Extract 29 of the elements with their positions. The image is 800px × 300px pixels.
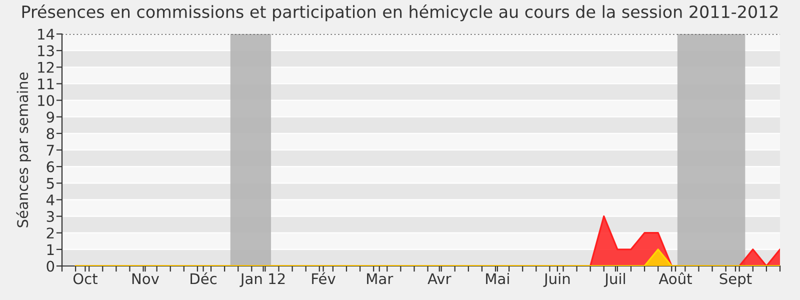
y-tick-label: 6 xyxy=(46,161,54,172)
y-axis-title: Séances par semaine xyxy=(16,72,31,228)
x-tick-label: Fév xyxy=(312,272,336,284)
y-tick-label: 10 xyxy=(38,95,54,106)
y-tick-label: 7 xyxy=(46,144,54,156)
y-tick-label: 1 xyxy=(47,244,54,255)
y-tick-label: 0 xyxy=(46,260,54,272)
y-tick-label: 9 xyxy=(46,112,54,123)
x-tick-label: Juil xyxy=(604,272,625,287)
y-tick-label: 11 xyxy=(38,78,54,90)
y-tick-label: 5 xyxy=(46,178,54,189)
x-tick-label: Août xyxy=(658,272,692,284)
x-tick-label: Mar xyxy=(367,273,394,284)
y-tick-label: 13 xyxy=(38,45,54,56)
y-tick-label: 14 xyxy=(38,28,54,40)
y-tick-label: 3 xyxy=(46,211,54,222)
x-tick-label: Oct xyxy=(73,273,98,284)
x-tick-label: Sept xyxy=(720,273,752,288)
x-tick-label: Juin xyxy=(543,272,570,287)
x-tick-label: Avr xyxy=(428,273,452,284)
x-tick-label: Mai xyxy=(486,272,509,284)
x-tick-label: Nov xyxy=(132,273,160,284)
chart-title: Présences en commissions et participation en hémicycle au cours de la session 2011-2012 xyxy=(22,4,778,22)
x-tick-label: Déc xyxy=(190,272,216,284)
y-tick-label: 4 xyxy=(46,194,54,206)
y-tick-label: 8 xyxy=(46,128,54,140)
y-tick-label: 12 xyxy=(38,62,54,73)
x-tick-label: Jan 12 xyxy=(240,273,285,287)
y-tick-label: 2 xyxy=(46,228,54,238)
